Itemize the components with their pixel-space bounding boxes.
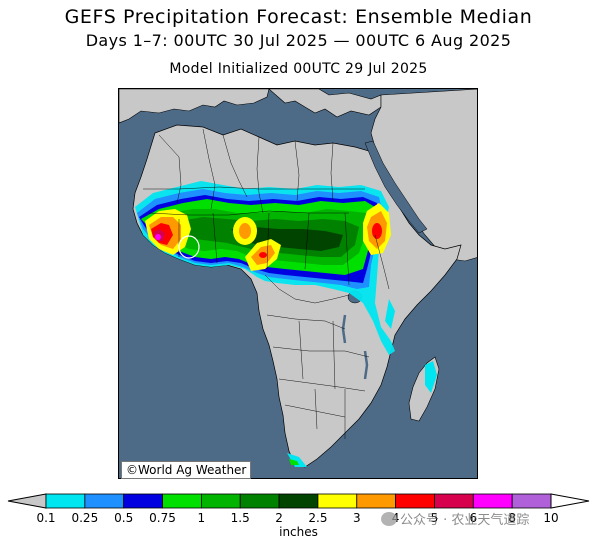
- colorbar-swatch: [123, 493, 163, 509]
- colorbar-swatch: [84, 493, 125, 509]
- colorbar-swatch: [278, 493, 319, 509]
- colorbar-tick-label: 0.1: [36, 511, 56, 525]
- colorbar-swatch: [395, 493, 435, 509]
- map-title: GEFS Precipitation Forecast: Ensemble Me…: [64, 6, 533, 28]
- colorbar-tick-label: 10: [543, 511, 559, 525]
- country-borders: [143, 128, 390, 439]
- colorbar-tick-label: 8: [508, 511, 516, 525]
- colorbar-swatch: [434, 493, 474, 509]
- colorbar-tick-label: 0.5: [114, 511, 134, 525]
- lake-malawi: [363, 350, 369, 380]
- colorbar-tick-label: 2: [275, 511, 283, 525]
- colorbar-tick-label: 0.75: [149, 511, 176, 525]
- watermark-text: 公众号 · 农业天气道踪: [400, 513, 530, 528]
- watermark: 公众号 · 农业天气道踪: [381, 509, 529, 528]
- colorbar-tick-label: 3: [352, 511, 361, 525]
- europe-landmass: [119, 89, 270, 124]
- precip-hotspot-ethiopia-red: [372, 223, 382, 239]
- colorbar-tick-label: 6: [469, 511, 478, 525]
- colorbar-swatch: [472, 493, 513, 509]
- colorbar-tick-label: 2.5: [308, 511, 328, 525]
- colorbar-swatch: [239, 493, 280, 509]
- wechat-icon: [381, 512, 397, 526]
- precip-hotspot-nigeria-orange: [239, 223, 251, 239]
- colorbar: [7, 493, 590, 509]
- colorbar-under-arrow: [7, 493, 47, 509]
- colorbar-tick-label: 1.5: [230, 511, 250, 525]
- forecast-period: Days 1–7: 00UTC 30 Jul 2025 — 00UTC 6 Au…: [85, 31, 512, 50]
- precip-south-tip: [287, 453, 307, 467]
- colorbar-swatch: [317, 493, 358, 509]
- precip-madagascar: [425, 361, 437, 393]
- colorbar-tick-label: 1: [197, 511, 206, 525]
- colorbar-swatch: [162, 493, 202, 509]
- colorbar-swatch: [356, 493, 397, 509]
- model-initialized: Model Initialized 00UTC 29 Jul 2025: [169, 61, 428, 77]
- colorbar-tick-label: 5: [430, 511, 439, 525]
- precip-hotspot-cameroon-red: [259, 252, 267, 258]
- map-canvas: [119, 89, 477, 478]
- italy-greece: [268, 89, 382, 118]
- colorbar-swatch: [45, 493, 86, 509]
- lake-tanganyika: [341, 314, 347, 344]
- precip-east-coast: [385, 299, 395, 329]
- colorbar-swatch: [511, 493, 552, 509]
- colorbar-over-arrow: [550, 493, 590, 509]
- red-sea: [364, 140, 428, 234]
- precipitation-map: [118, 88, 478, 479]
- colorbar-units: inches: [279, 525, 318, 539]
- precip-hotspot-guinea-pink: [155, 234, 161, 240]
- colorbar-tick-label: 0.25: [71, 511, 99, 525]
- precip-south-tip-green: [289, 459, 299, 465]
- highlight-ring: [178, 235, 200, 259]
- credit-label: ©World Ag Weather: [121, 461, 252, 479]
- colorbar-swatch: [200, 493, 241, 509]
